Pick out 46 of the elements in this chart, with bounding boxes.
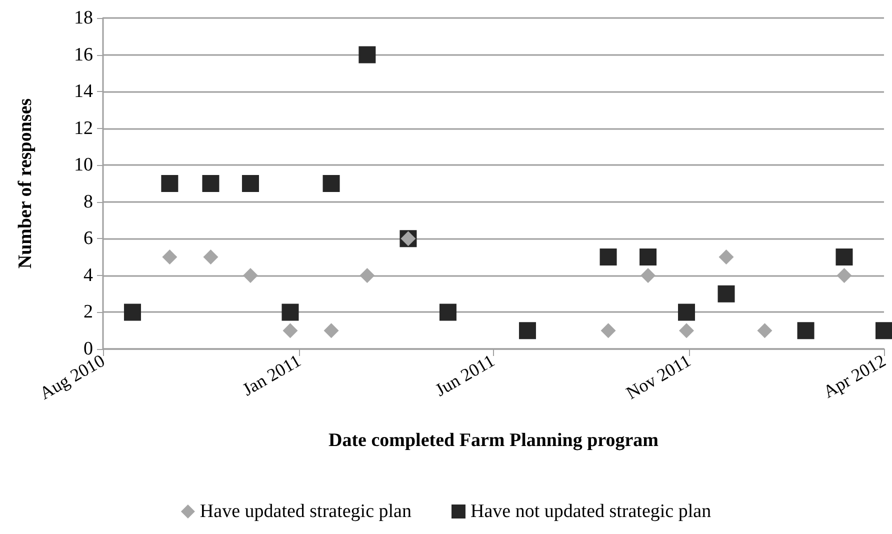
y-tick-label: 8 (84, 191, 93, 212)
point (203, 250, 218, 265)
point (358, 46, 376, 64)
point (640, 248, 657, 266)
point (640, 268, 656, 283)
x-tick-label: Jan 2011 (238, 350, 304, 400)
y-tick-label: 4 (84, 264, 94, 286)
point (282, 323, 298, 338)
y-tick-label: 18 (74, 8, 93, 28)
point (162, 250, 178, 265)
y-tick-label: 14 (74, 81, 94, 102)
y-tick-label: 10 (74, 154, 93, 176)
point (679, 323, 694, 338)
point (242, 268, 258, 283)
point (757, 323, 772, 338)
point (836, 268, 852, 283)
x-axis-title: Date completed Farm Planning program (328, 430, 659, 451)
point (797, 322, 814, 340)
y-tick-label: 2 (84, 302, 93, 323)
point (518, 322, 536, 340)
point (324, 323, 339, 338)
y-tick-label: 16 (74, 44, 93, 66)
y-axis-title: Number of responses (15, 98, 36, 269)
y-tick-label: 6 (84, 228, 93, 250)
point (360, 268, 375, 283)
legend-label: Have updated strategic plan (200, 501, 412, 522)
point (600, 323, 616, 338)
point (718, 285, 735, 302)
point (678, 304, 696, 321)
x-tick-label: Apr 2012 (820, 350, 889, 402)
point (322, 175, 340, 192)
legend-label: Have not updated strategic plan (470, 501, 712, 522)
point (439, 304, 456, 321)
point (876, 322, 892, 340)
point (282, 304, 299, 321)
x-tick-label: Jun 2011 (432, 350, 498, 400)
x-tick-label: Nov 2011 (622, 350, 694, 404)
point (161, 175, 178, 192)
point (718, 250, 734, 265)
point (202, 175, 220, 192)
y-tick-label: 12 (74, 118, 93, 139)
point (836, 248, 853, 266)
y-tick-label: 0 (84, 338, 93, 360)
point (600, 248, 617, 266)
point (242, 175, 259, 192)
point (124, 304, 141, 321)
